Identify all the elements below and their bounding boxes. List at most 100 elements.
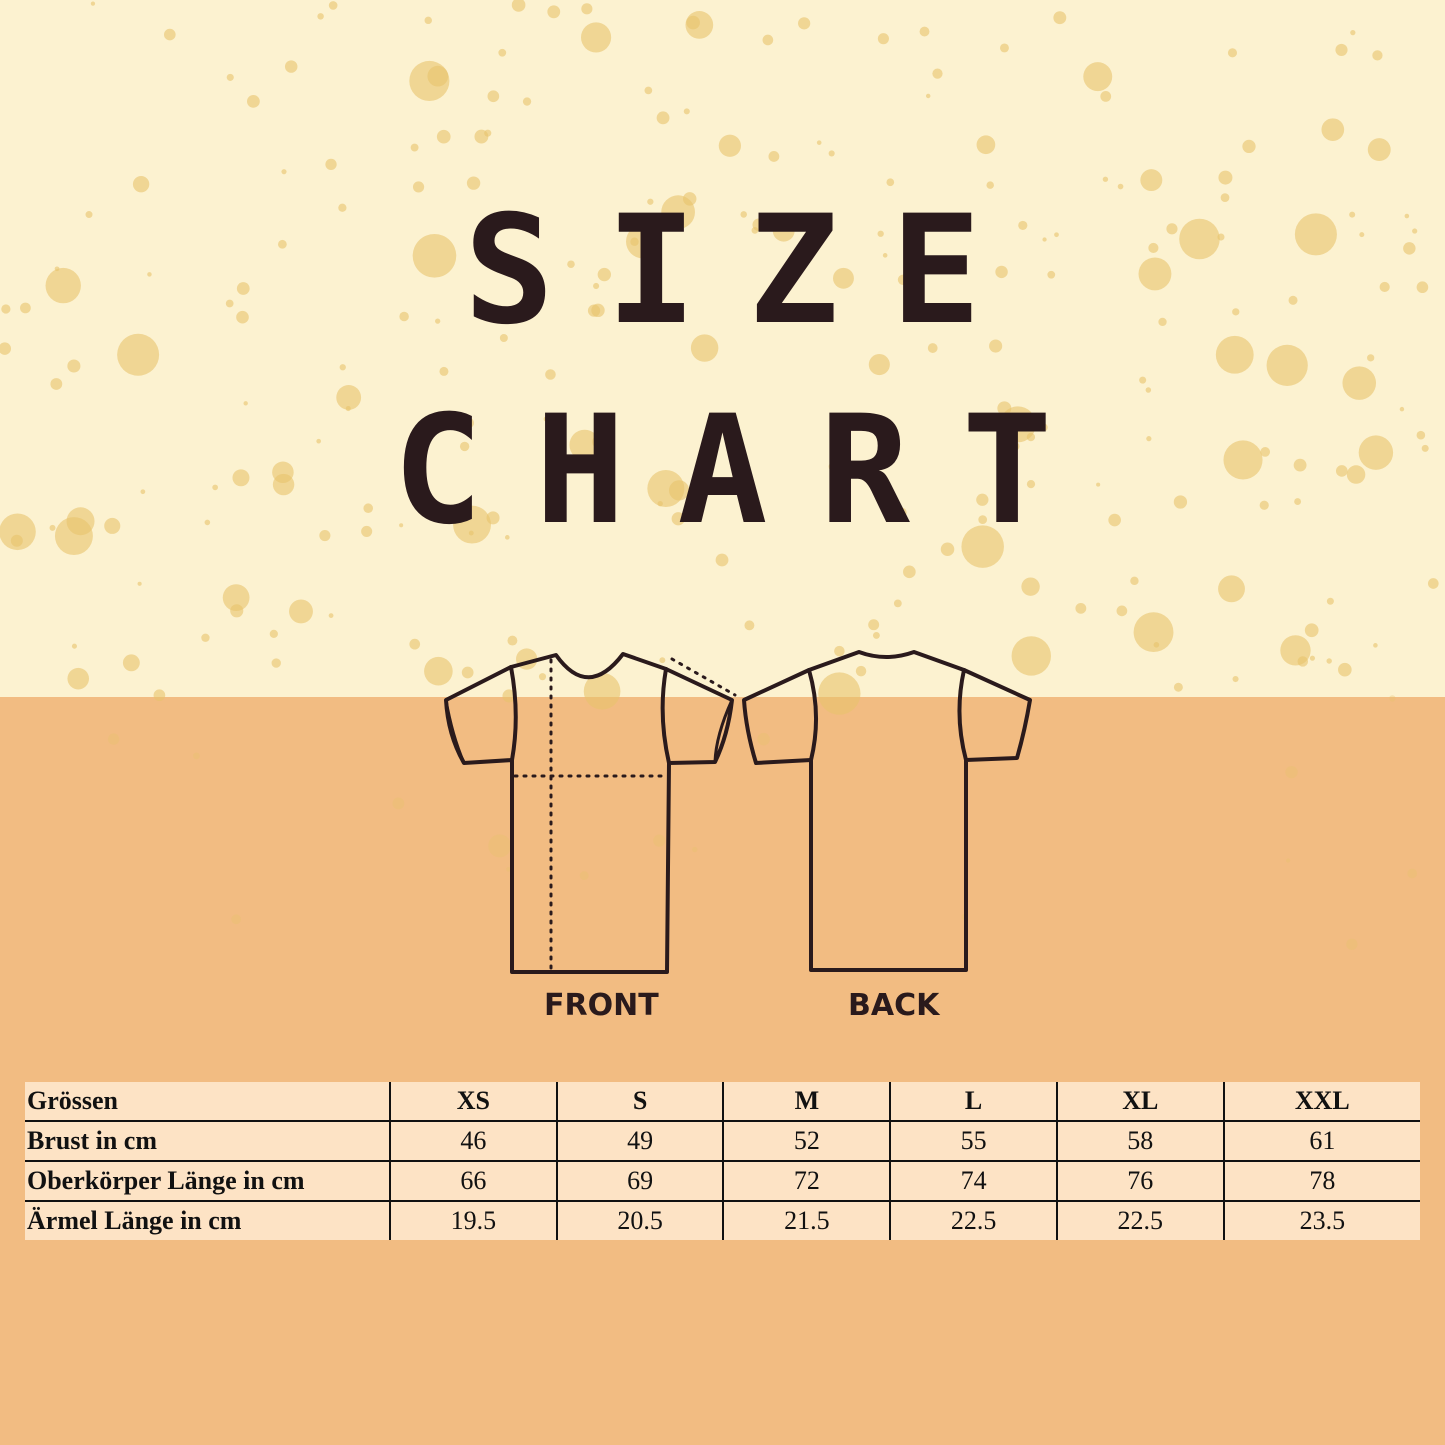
spatter-dot [1145,387,1152,393]
spatter-dot [1407,868,1418,879]
spatter-dot [289,599,313,624]
header-cell: Grössen [27,1086,118,1115]
spatter-dot [277,239,287,249]
spatter-dot [317,13,324,20]
spatter-dot [1083,62,1113,92]
spatter-dot [284,60,298,73]
spatter-dot [1389,695,1396,702]
spatter-dot [1416,430,1426,440]
table-cell: 49 [555,1120,724,1161]
spatter-dot [893,599,902,608]
spatter-dot [1294,213,1337,256]
spatter-dot [868,619,880,631]
spatter-dot [656,111,670,125]
spatter-dot [361,525,373,537]
spatter-dot [498,48,507,57]
spatter-dot [1039,423,1048,432]
spatter-dot [1346,938,1358,950]
table-row: Brust in cm 46 49 52 55 58 61 [25,1120,1420,1161]
spatter-dot [886,178,895,187]
spatter-dot [328,613,334,618]
spatter-dot [399,311,409,322]
spatter-dot [412,181,425,193]
spatter-dot [363,503,374,514]
tshirt-front-outline [444,652,737,974]
paint-spatter-decoration [0,0,1439,950]
spatter-dot [1215,335,1254,374]
spatter-dot [567,260,575,269]
spatter-dot [1139,376,1147,384]
table-cell: 19.5 [389,1200,557,1240]
spatter-dot [597,267,611,282]
spatter-dot [1047,270,1056,279]
spatter-dot [424,656,453,686]
spatter-dot [392,797,405,810]
spatter-dot [744,620,755,631]
spatter-dot [690,334,719,362]
table-cell: 76 [1055,1160,1224,1201]
spatter-dot [504,535,510,540]
spatter-dot [925,93,931,99]
spatter-dot [583,672,621,710]
spatter-dot [511,0,526,12]
spatter-dot [1218,575,1245,603]
spatter-dot [1358,435,1394,470]
table-cell: 74 [889,1160,1057,1201]
spatter-dot [412,234,457,278]
spatter-dot [45,267,81,304]
front-label: FRONT [544,988,659,1023]
spatter-dot [828,461,839,472]
spatter-dot [903,565,916,579]
spatter-dot [1342,366,1377,400]
spatter-dot [995,265,1008,279]
spatter-dot [978,515,988,524]
spatter-dot [1220,193,1230,202]
spatter-dot [104,517,121,534]
spatter-dot [1326,658,1332,664]
spatter-dot [1000,43,1009,53]
row-label: Oberkörper Länge in cm [25,1160,390,1201]
tshirt-diagram [444,650,1032,974]
spatter-dot [1042,237,1047,242]
spatter-dot [1223,440,1263,480]
spatter-dot [1421,444,1429,452]
spatter-dot [1117,183,1124,190]
table-row: Ärmel Länge in cm 19.5 20.5 21.5 22.5 22… [25,1200,1420,1240]
spatter-dot [757,732,770,746]
spatter-dot [1179,218,1220,260]
spatter-dot [919,26,930,37]
spatter-dot [281,169,287,175]
spatter-dot [236,310,249,324]
spatter-dot [1018,220,1028,231]
spatter-dot [877,33,889,45]
spatter-dot [466,176,481,190]
spatter-dot [1218,170,1233,185]
spatter-dot [872,631,880,639]
spatter-dot [499,333,508,342]
spatter-dot [212,484,218,491]
spatter-dot [1009,441,1020,452]
table-cell: 72 [722,1160,891,1201]
spatter-dot [772,219,795,242]
spatter-dot [137,581,142,586]
spatter-dot [427,65,449,87]
spatter-dot [683,108,690,115]
spatter-dot [1373,643,1378,648]
spatter-dot [1412,228,1418,234]
spatter-dot [67,359,81,373]
spatter-dot [507,635,518,646]
spatter-dot [226,73,234,81]
spatter-dot [986,181,994,189]
spatter-dot [272,461,294,484]
spatter-dot [580,22,612,53]
spatter-dot [762,34,774,46]
table-cell: 66 [389,1160,557,1201]
spatter-dot [768,151,780,162]
table-cell: 61 [1222,1120,1420,1161]
spatter-dot [569,429,600,461]
spatter-dot [1335,43,1348,56]
spatter-dot [20,302,31,314]
spatter-dot [439,366,449,376]
spatter-dot [828,150,835,157]
table-cell: 46 [389,1120,557,1161]
